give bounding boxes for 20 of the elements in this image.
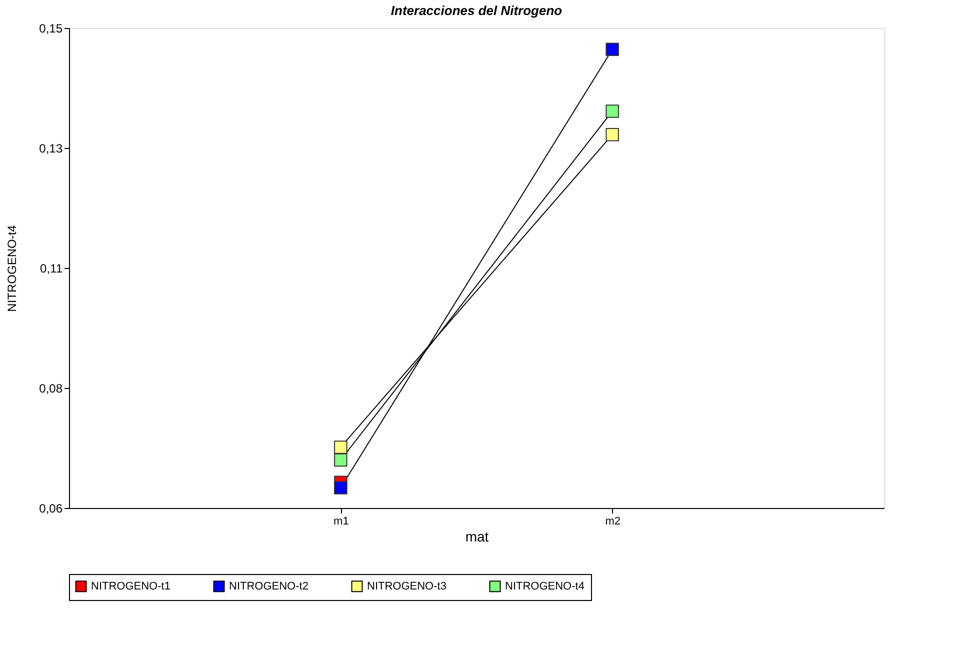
point [334,440,348,454]
y-tick-label: 0,08 [39,382,63,396]
x-tick-label: m2 [605,516,620,528]
point [334,481,348,494]
chart-title: Interacciones del Nitrogeno [390,3,562,18]
x-tick-label: m1 [334,516,349,528]
y-axis-title: NITROGENO-t4 [5,224,20,312]
point [606,42,619,56]
y-tick-label: 0,06 [39,502,63,516]
point [606,128,619,142]
x-axis-title: mat [465,528,489,544]
y-tick-label: 0,13 [39,142,63,156]
legend-label: NITROGENO-t4 [505,580,584,592]
legend-label: NITROGENO-t1 [91,580,170,592]
y-tick-label: 0,15 [39,22,63,36]
y-tick-label: 0,11 [40,262,63,276]
legend-label: NITROGENO-t3 [367,580,446,592]
legend-label: NITROGENO-t2 [229,580,308,592]
point [334,453,348,467]
point [606,104,619,118]
